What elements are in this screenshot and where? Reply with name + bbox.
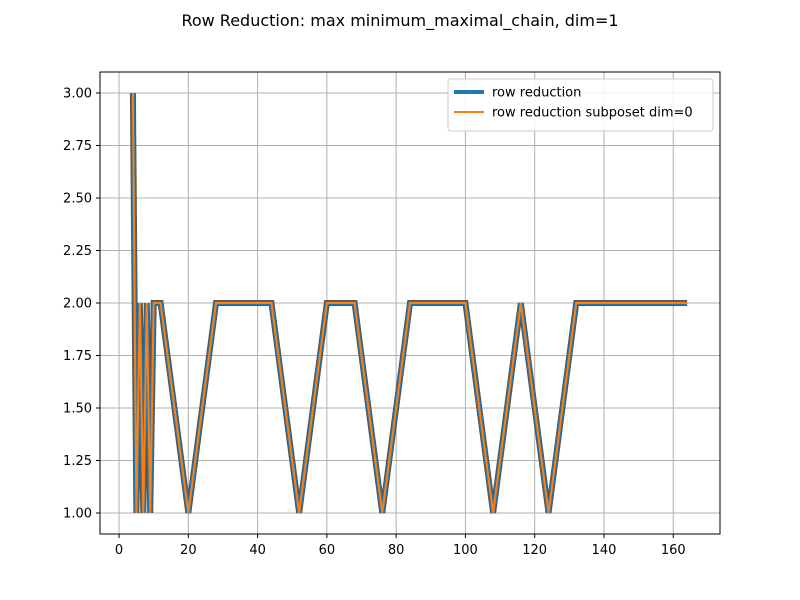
y-tick-label: 1.75 [63, 349, 92, 364]
legend-box [447, 78, 714, 132]
x-axis: 0 20 40 60 80 100 120 140 160 [115, 534, 686, 558]
series-line-2 [131, 92, 688, 514]
x-tick-label: 0 [115, 543, 123, 558]
chart-title: Row Reduction: max minimum_maximal_chain… [181, 11, 618, 31]
legend-label: row reduction [492, 86, 581, 101]
legend: row reduction row reduction subposet dim=… [447, 78, 714, 132]
x-tick-label: 80 [388, 543, 405, 558]
legend-label: row reduction subposet dim=0 [492, 106, 693, 121]
y-tick-label: 3.00 [63, 87, 92, 102]
x-tick-label: 120 [522, 543, 547, 558]
series-layer [129, 92, 688, 514]
y-tick-label: 2.25 [63, 244, 92, 259]
x-tick-label: 140 [592, 543, 617, 558]
x-tick-label: 40 [249, 543, 266, 558]
y-tick-label: 1.00 [63, 507, 92, 522]
y-axis: 1.00 1.25 1.50 1.75 2.00 2.25 2.50 2.75 3.00 [63, 87, 100, 522]
y-tick-label: 2.00 [63, 297, 92, 312]
y-tick-label: 1.25 [63, 454, 92, 469]
x-tick-label: 20 [180, 543, 197, 558]
y-tick-label: 2.75 [63, 139, 92, 154]
y-tick-label: 1.50 [63, 402, 92, 417]
x-tick-label: 100 [453, 543, 478, 558]
x-tick-label: 160 [661, 543, 686, 558]
x-tick-label: 60 [319, 543, 336, 558]
y-tick-label: 2.50 [63, 192, 92, 207]
